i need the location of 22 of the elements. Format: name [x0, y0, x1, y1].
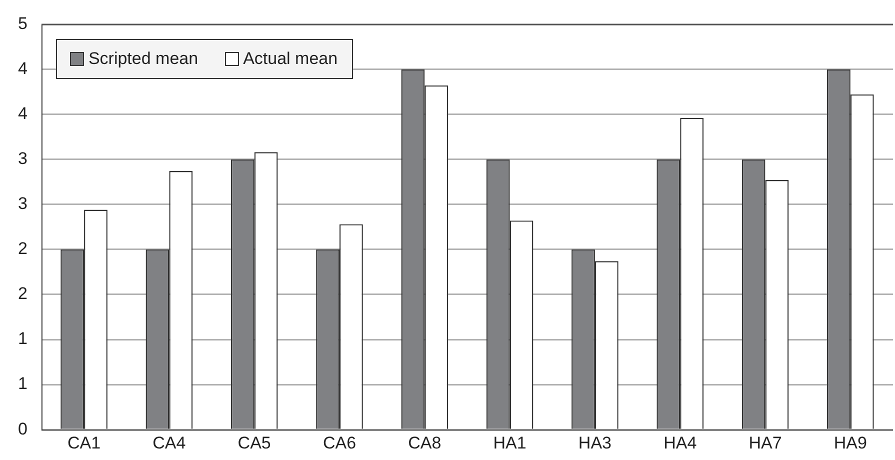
y-tick-label: 3	[18, 194, 28, 214]
y-tick-label: 4	[18, 104, 28, 123]
x-tick-label: HA3	[578, 433, 612, 452]
legend-label: Actual mean	[243, 49, 338, 70]
y-tick-label: 2	[18, 284, 28, 304]
y-tick-label: 1	[18, 374, 28, 394]
x-tick-label: HA7	[748, 433, 782, 452]
x-tick-label: HA4	[664, 433, 697, 452]
y-tick-label: 0	[18, 419, 28, 438]
y-tick-label: 1	[18, 329, 28, 348]
x-tick-label: CA4	[152, 433, 186, 452]
x-tick-label: HA9	[834, 433, 867, 452]
x-tick-label: CA8	[408, 433, 442, 452]
y-tick-label: 2	[18, 239, 28, 258]
x-tick-label: CA5	[238, 433, 271, 452]
y-tick-label: 5	[18, 14, 28, 33]
y-tick-label: 3	[18, 149, 28, 168]
x-tick-label: CA1	[67, 433, 101, 452]
x-tick-label: CA6	[322, 433, 356, 452]
x-tick-label: HA1	[493, 433, 526, 452]
y-tick-label: 4	[18, 58, 28, 78]
legend-label: Scripted mean	[88, 49, 198, 70]
